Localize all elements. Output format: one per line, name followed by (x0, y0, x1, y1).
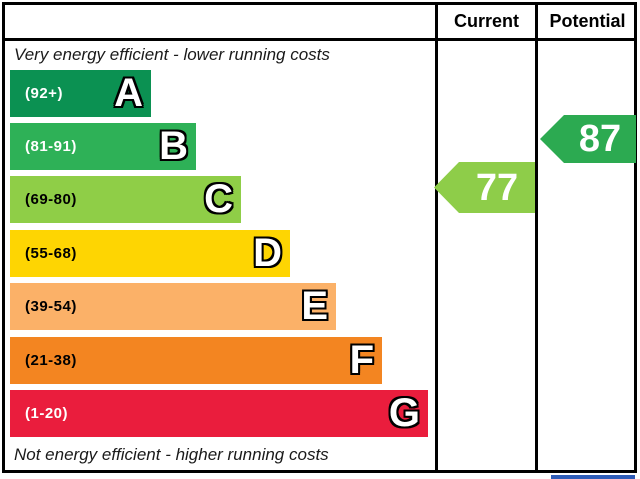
band-range-label: (92+) (25, 85, 63, 102)
current-column-divider (435, 2, 438, 473)
band-range-label: (81-91) (25, 138, 77, 155)
potential-column-divider (535, 2, 538, 473)
rating-band: (69-80) C (10, 176, 241, 223)
band-range-label: (39-54) (25, 298, 77, 315)
cropped-blue-element (551, 475, 635, 479)
rating-band: (39-54) E (10, 283, 336, 330)
potential-column-header: Potential (549, 11, 626, 31)
band-letter: B (159, 124, 188, 168)
rating-band: (92+) A (10, 70, 151, 117)
band-letter: A (114, 71, 143, 115)
bottom-caption: Not energy efficient - higher running co… (14, 445, 329, 464)
potential-rating-value: 87 (578, 118, 622, 160)
top-caption: Very energy efficient - lower running co… (14, 45, 330, 64)
band-letter: C (204, 177, 233, 221)
rating-band: (81-91) B (10, 123, 196, 170)
current-rating-arrow: 77 (434, 162, 535, 213)
band-letter: G (388, 391, 420, 435)
band-range-label: (1-20) (25, 405, 69, 422)
band-range-label: (55-68) (25, 245, 77, 262)
header-bottom-border (2, 38, 637, 41)
rating-band: (1-20) G (10, 390, 428, 437)
current-column-header: Current (453, 11, 519, 31)
rating-band: (55-68) D (10, 230, 290, 277)
chart-table-border (2, 2, 637, 473)
band-letter: D (253, 231, 282, 275)
band-range-label: (21-38) (25, 352, 77, 369)
band-letter: E (301, 284, 328, 328)
band-letter: F (349, 338, 374, 382)
potential-rating-arrow: 87 (540, 115, 636, 163)
band-range-label: (69-80) (25, 191, 77, 208)
rating-band: (21-38) F (10, 337, 382, 384)
current-rating-value: 77 (475, 166, 519, 209)
